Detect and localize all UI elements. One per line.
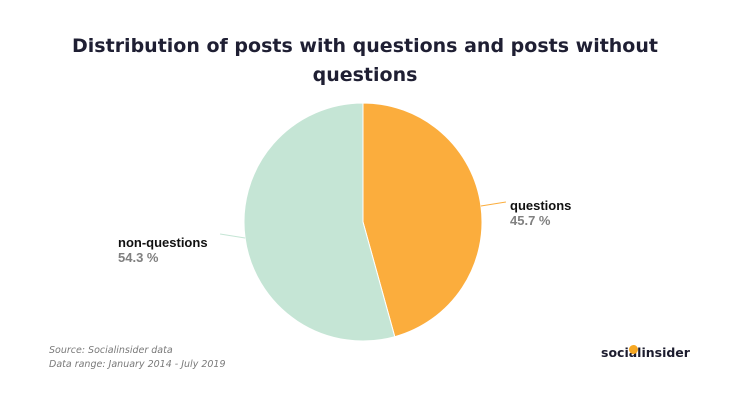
chart-footer: Source: Socialinsider data Data range: J… <box>49 344 226 372</box>
non-questions-label: non-questions 54.3 % <box>118 235 208 265</box>
pie-slice-non-questions <box>243 102 396 342</box>
source-note: Source: Socialinsider data <box>49 345 173 356</box>
leader-line-non-questions <box>220 233 246 239</box>
pie-slice-questions <box>362 102 483 338</box>
non-questions-label-name: non-questions <box>118 235 208 250</box>
questions-label-name: questions <box>510 198 572 213</box>
data-range-note: Data range: January 2014 - July 2019 <box>49 359 226 370</box>
leader-line-questions <box>480 201 506 207</box>
questions-label: questions 45.7 % <box>510 198 571 228</box>
brand-logo: socialinsider <box>601 345 690 360</box>
questions-label-value: 45.7 % <box>510 213 551 228</box>
brand-logo-dot-icon <box>629 345 638 354</box>
chart-title: Distribution of posts with questions and… <box>72 35 658 86</box>
non-questions-label-value: 54.3 % <box>118 250 159 265</box>
